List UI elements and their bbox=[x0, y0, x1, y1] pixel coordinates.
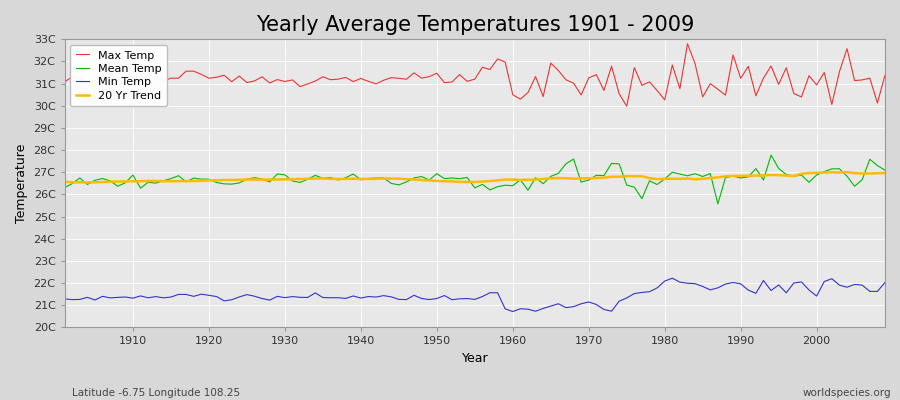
Line: 20 Yr Trend: 20 Yr Trend bbox=[65, 172, 885, 182]
20 Yr Trend bbox=[294, 177, 305, 182]
Mean Temp bbox=[500, 183, 510, 188]
Max Temp bbox=[598, 88, 609, 93]
Max Temp bbox=[59, 80, 70, 84]
Max Temp bbox=[120, 74, 130, 78]
Max Temp bbox=[508, 92, 518, 97]
20 Yr Trend bbox=[508, 177, 518, 182]
20 Yr Trend bbox=[879, 171, 890, 176]
Min Temp bbox=[500, 306, 510, 311]
Mean Temp bbox=[598, 173, 609, 178]
X-axis label: Year: Year bbox=[462, 352, 488, 365]
Line: Mean Temp: Mean Temp bbox=[65, 155, 885, 204]
20 Yr Trend bbox=[82, 180, 93, 185]
20 Yr Trend bbox=[606, 174, 616, 179]
Max Temp bbox=[621, 104, 632, 109]
Min Temp bbox=[515, 306, 526, 311]
Line: Min Temp: Min Temp bbox=[65, 278, 885, 312]
Min Temp bbox=[333, 295, 344, 300]
Max Temp bbox=[333, 77, 344, 82]
Mean Temp bbox=[879, 168, 890, 172]
Min Temp bbox=[120, 294, 130, 299]
Legend: Max Temp, Mean Temp, Min Temp, 20 Yr Trend: Max Temp, Mean Temp, Min Temp, 20 Yr Tre… bbox=[70, 45, 167, 106]
Max Temp bbox=[287, 78, 298, 82]
Min Temp bbox=[879, 280, 890, 285]
Mean Temp bbox=[287, 178, 298, 183]
Min Temp bbox=[606, 309, 616, 314]
Min Temp bbox=[667, 276, 678, 280]
Text: worldspecies.org: worldspecies.org bbox=[803, 388, 891, 398]
20 Yr Trend bbox=[59, 179, 70, 184]
Max Temp bbox=[682, 41, 693, 46]
Min Temp bbox=[508, 309, 518, 314]
20 Yr Trend bbox=[128, 179, 139, 184]
Title: Yearly Average Temperatures 1901 - 2009: Yearly Average Temperatures 1901 - 2009 bbox=[256, 15, 694, 35]
Mean Temp bbox=[508, 183, 518, 188]
Mean Temp bbox=[120, 180, 130, 185]
Mean Temp bbox=[766, 153, 777, 158]
20 Yr Trend bbox=[340, 176, 351, 181]
Mean Temp bbox=[59, 185, 70, 190]
Text: Latitude -6.75 Longitude 108.25: Latitude -6.75 Longitude 108.25 bbox=[72, 388, 240, 398]
Mean Temp bbox=[333, 178, 344, 182]
Mean Temp bbox=[713, 202, 724, 206]
Max Temp bbox=[500, 60, 510, 64]
20 Yr Trend bbox=[842, 170, 852, 174]
Max Temp bbox=[879, 73, 890, 78]
Y-axis label: Temperature: Temperature bbox=[15, 144, 28, 223]
20 Yr Trend bbox=[515, 178, 526, 182]
Line: Max Temp: Max Temp bbox=[65, 44, 885, 106]
Min Temp bbox=[59, 296, 70, 301]
Min Temp bbox=[287, 294, 298, 299]
